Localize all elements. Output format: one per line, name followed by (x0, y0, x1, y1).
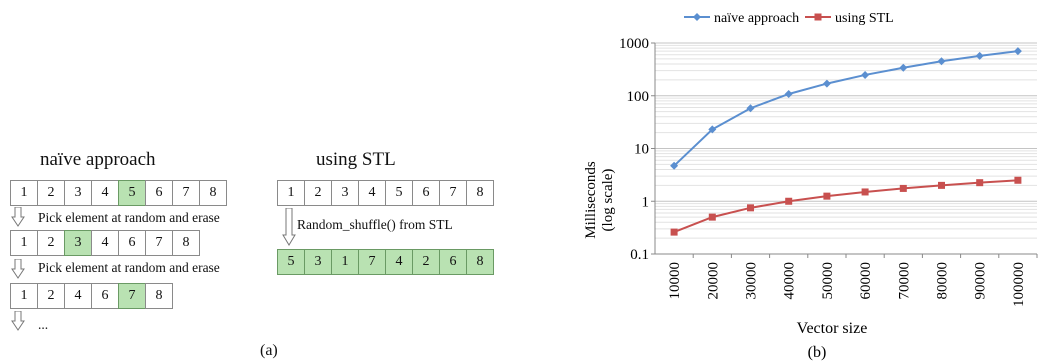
array-cell: 7 (358, 249, 386, 275)
x-tick-label: 20000 (705, 262, 721, 300)
data-point (899, 184, 907, 192)
down-arrow-icon (11, 259, 25, 279)
x-tick-label: 90000 (973, 262, 989, 300)
naive-step-label-1: Pick element at random and erase (38, 210, 220, 225)
x-tick-label: 30000 (744, 262, 760, 300)
y-tick-label: 1000 (619, 36, 649, 52)
data-point (747, 204, 754, 212)
data-point (784, 89, 793, 98)
x-tick-label: 40000 (782, 262, 798, 300)
data-point (938, 181, 945, 189)
array-cell: 2 (37, 180, 65, 206)
array-cell: 6 (412, 180, 440, 206)
data-point (976, 179, 984, 187)
x-axis-label: Vector size (797, 320, 868, 337)
series-line (673, 179, 1018, 234)
array-cell: 6 (91, 283, 119, 309)
series-line (673, 50, 1019, 167)
x-tick-label: 50000 (820, 262, 836, 300)
array-cell: 1 (277, 180, 305, 206)
naive-step-label-2: Pick element at random and erase (38, 260, 220, 275)
naive-ellipsis: ... (38, 317, 49, 332)
legend-marker (693, 13, 701, 21)
down-arrow-icon (11, 311, 25, 331)
array-cell: 7 (118, 283, 146, 309)
data-point (1014, 176, 1022, 184)
naive-heading: naïve approach (40, 149, 156, 170)
legend-label: naïve approach (714, 11, 799, 26)
data-point (975, 51, 984, 60)
array-cell: 6 (118, 230, 146, 256)
data-point (708, 213, 716, 221)
array-cell: 4 (385, 249, 413, 275)
data-point (746, 104, 755, 113)
array-cell: 3 (304, 249, 332, 275)
legend-label: using STL (835, 11, 894, 26)
data-point (937, 57, 946, 66)
chart-series (670, 47, 1022, 236)
x-tick-label: 80000 (935, 262, 951, 300)
array-cell: 8 (466, 249, 494, 275)
panel-a-label: (a) (260, 342, 278, 359)
x-tick-label: 60000 (858, 262, 874, 300)
array-cell: 4 (64, 283, 92, 309)
data-point (899, 63, 908, 72)
array-cell: 8 (466, 180, 494, 206)
array-cell: 8 (172, 230, 200, 256)
data-point (708, 125, 717, 134)
array-cell: 8 (145, 283, 173, 309)
y-tick-label: 10 (634, 142, 649, 158)
legend-marker (814, 13, 822, 21)
array-cell: 4 (91, 180, 119, 206)
y-tick-label: 0.1 (630, 247, 649, 263)
chart-axes: 0.1 1 10 100 1000 10000 20000 30000 40000 50000 60… (619, 36, 1038, 307)
x-tick-label: 70000 (896, 262, 912, 300)
array-cell: 1 (10, 180, 38, 206)
down-arrow-icon (282, 208, 296, 246)
array-cell: 1 (10, 283, 38, 309)
array-cell: 8 (199, 180, 227, 206)
data-point (861, 188, 869, 196)
data-point (1013, 47, 1022, 56)
data-point (822, 79, 831, 88)
stl-step-label: Random_shuffle() from STL (297, 217, 453, 232)
array-cell: 2 (37, 283, 65, 309)
array-cell: 5 (385, 180, 413, 206)
y-axis-label-scale: (log scale) (600, 169, 616, 232)
x-tick-label: 100000 (1011, 262, 1027, 307)
array-cell: 7 (439, 180, 467, 206)
data-point (823, 192, 831, 200)
data-point (670, 161, 679, 170)
data-point (670, 228, 678, 236)
chart-grid (655, 42, 1037, 255)
array-cell: 1 (331, 249, 359, 275)
down-arrow-icon (11, 207, 25, 227)
data-point (785, 197, 793, 205)
panel-b-label: (b) (808, 344, 827, 361)
array-cell: 3 (331, 180, 359, 206)
y-tick-label: 1 (642, 194, 650, 210)
x-tick-label: 10000 (667, 262, 683, 300)
array-cell: 4 (358, 180, 386, 206)
stl-heading: using STL (316, 149, 396, 170)
array-cell: 5 (118, 180, 146, 206)
chart-legend: naïve approach using STL (684, 11, 894, 26)
array-cell: 3 (64, 230, 92, 256)
array-cell: 2 (412, 249, 440, 275)
y-axis-label: Milliseconds (583, 161, 599, 239)
y-tick-label: 100 (627, 89, 650, 105)
data-point (861, 70, 870, 79)
